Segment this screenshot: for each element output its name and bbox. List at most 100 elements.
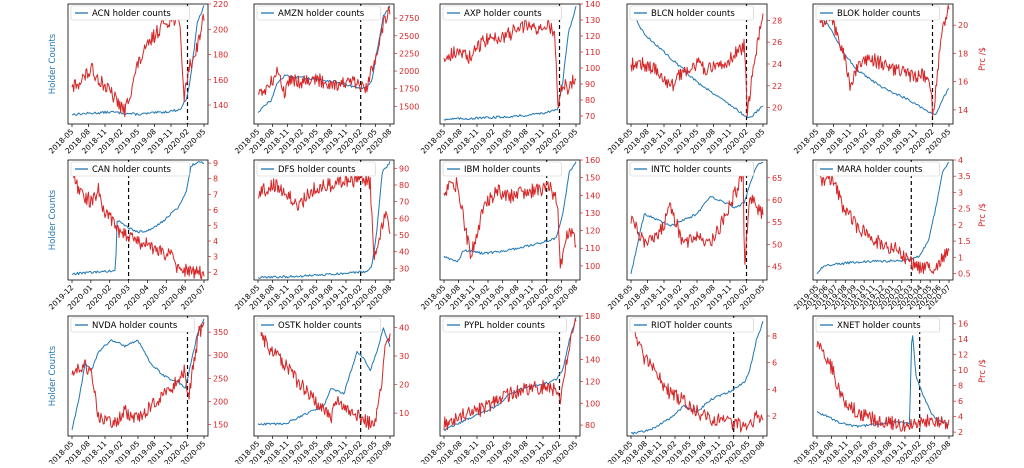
- price-line: [257, 321, 391, 430]
- right-y-tick-label: 2.5: [958, 205, 971, 214]
- right-y-tick-label: 150: [585, 174, 600, 183]
- right-y-tick-label: 10: [958, 366, 968, 375]
- right-y-tick-label: 16: [958, 320, 968, 329]
- legend: IBM holder counts: [442, 161, 562, 177]
- legend-box: [815, 5, 940, 21]
- right-y-tick-label: 65: [772, 174, 782, 183]
- legend: AMZN holder counts: [256, 5, 381, 21]
- right-y-tick-label: 2000: [399, 67, 419, 76]
- legend-label: OSTK holder counts: [278, 321, 362, 331]
- right-y-tick-label: 4: [958, 413, 963, 422]
- legend-label: BLOK holder counts: [837, 9, 921, 19]
- price-line: [816, 165, 950, 275]
- legend-label: CAN holder counts: [92, 165, 172, 175]
- right-y-tick-label: 250: [213, 374, 228, 383]
- holder-count-line: [71, 161, 205, 276]
- right-y-tick-label: 0.5: [958, 270, 971, 279]
- legend: CAN holder counts: [70, 161, 190, 177]
- right-y-tick-label: 350: [213, 328, 228, 337]
- right-y-tick-label: 140: [213, 101, 228, 110]
- right-axis-label: Prc /$: [978, 47, 988, 71]
- holder-count-line: [257, 5, 391, 113]
- legend-box: [442, 317, 567, 333]
- subplot-blcn: 2018-052018-082018-112019-022019-052019-…: [606, 3, 782, 156]
- legend-box: [442, 161, 562, 177]
- right-y-tick-label: 140: [585, 356, 600, 365]
- right-y-tick-label: 80: [399, 181, 409, 190]
- axes-frame: [812, 315, 954, 437]
- right-y-tick-label: 3: [213, 253, 218, 262]
- legend-label: ACN holder counts: [92, 9, 171, 19]
- right-y-tick-label: 8: [772, 332, 777, 341]
- axes-frame: [67, 159, 209, 281]
- legend-box: [629, 5, 754, 21]
- legend-box: [629, 161, 754, 177]
- right-y-tick-label: 100: [585, 399, 600, 408]
- subplot-intc: 2018-052018-082018-112019-022019-052019-…: [606, 159, 782, 312]
- price-line: [71, 13, 205, 118]
- right-y-tick-label: 16: [958, 78, 968, 87]
- subplot-ibm: 2018-052018-082018-112019-022019-052019-…: [419, 156, 600, 312]
- holder-count-line: [816, 335, 950, 428]
- right-y-tick-label: 14: [958, 106, 968, 115]
- holder-count-line: [257, 161, 391, 279]
- right-y-tick-label: 4: [958, 156, 963, 165]
- right-y-tick-label: 6: [772, 359, 777, 368]
- right-y-tick-label: 8: [958, 382, 963, 391]
- legend: NVDA holder counts: [70, 317, 195, 333]
- subplot-riot: 2018-052018-082018-112019-022019-052019-…: [606, 315, 777, 468]
- right-y-tick-label: 45: [772, 263, 782, 272]
- right-y-tick-label: 180: [585, 312, 600, 321]
- holder-count-line: [257, 327, 391, 426]
- price-line: [443, 318, 577, 431]
- holder-count-line: [630, 321, 764, 435]
- left-axis-label: Holder Counts: [48, 33, 58, 94]
- subplot-axp: 2018-052018-082018-112019-022019-052019-…: [419, 0, 600, 156]
- right-y-tick-label: 2500: [399, 32, 419, 41]
- right-y-tick-label: 130: [585, 209, 600, 218]
- subplot-ostk: 2018-052018-082018-112019-022019-052019-…: [233, 315, 409, 468]
- right-y-tick-label: 1500: [399, 102, 419, 111]
- right-y-tick-label: 220: [213, 0, 228, 9]
- legend-box: [256, 317, 381, 333]
- price-line: [257, 172, 391, 261]
- right-y-tick-label: 300: [213, 351, 228, 360]
- right-y-tick-label: 26: [772, 38, 782, 47]
- right-y-tick-label: 2750: [399, 14, 419, 23]
- legend: INTC holder counts: [629, 161, 754, 177]
- right-y-tick-label: 120: [585, 377, 600, 386]
- subplot-amzn: 2018-052018-082018-112019-022019-052019-…: [233, 3, 419, 156]
- right-y-tick-label: 30: [399, 264, 409, 273]
- right-y-tick-label: 4: [213, 237, 218, 246]
- legend-label: BLCN holder counts: [651, 9, 735, 19]
- right-y-tick-label: 55: [772, 218, 782, 227]
- right-y-tick-label: 20: [399, 381, 409, 390]
- axes-frame: [253, 315, 395, 437]
- holder-count-line: [630, 161, 764, 274]
- subplot-xnet: 2018-052018-082018-112019-022019-052019-…: [792, 315, 988, 468]
- right-y-tick-label: 7: [213, 190, 218, 199]
- legend: XNET holder counts: [815, 317, 940, 333]
- right-y-tick-label: 1: [958, 253, 963, 262]
- subplot-dfs: 2018-052018-082018-112019-022019-052019-…: [233, 159, 409, 312]
- right-y-tick-label: 150: [213, 420, 228, 429]
- price-line: [443, 177, 577, 269]
- right-y-tick-label: 60: [772, 196, 782, 205]
- right-y-tick-label: 160: [585, 334, 600, 343]
- legend: DFS holder counts: [256, 161, 376, 177]
- legend-box: [815, 317, 940, 333]
- right-axis-label: Prc /$: [978, 203, 988, 227]
- subplot-pypl: 2018-052018-082018-112019-022019-052019-…: [419, 312, 600, 468]
- right-y-tick-label: 2: [213, 268, 218, 277]
- right-y-tick-label: 6: [958, 397, 963, 406]
- legend-label: RIOT holder counts: [651, 321, 733, 331]
- right-y-tick-label: 18: [958, 49, 968, 58]
- right-axis-label: Prc /$: [978, 359, 988, 383]
- right-y-tick-label: 160: [585, 156, 600, 165]
- subplot-can: 2019-122020-012020-022020-032020-042020-…: [47, 159, 218, 311]
- right-y-tick-label: 3: [958, 188, 963, 197]
- right-y-tick-label: 12: [958, 351, 968, 360]
- legend: OSTK holder counts: [256, 317, 381, 333]
- right-y-tick-label: 110: [585, 48, 600, 57]
